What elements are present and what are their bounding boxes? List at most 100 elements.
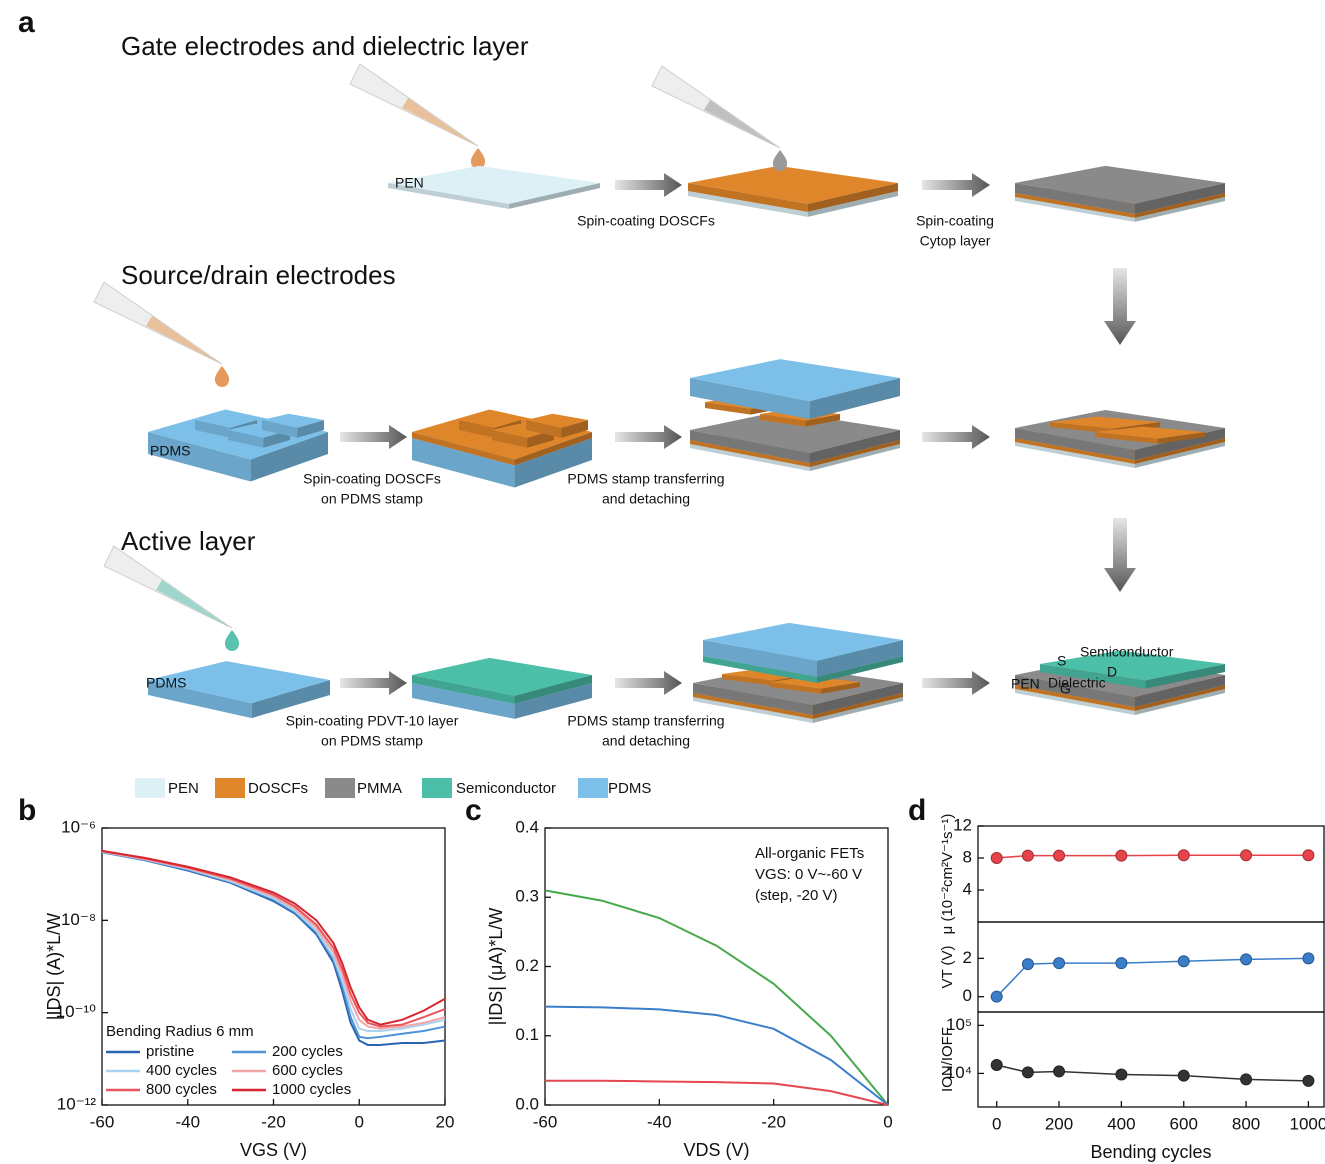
- diagram-label: Gate electrodes and dielectric layer: [121, 31, 529, 61]
- y-tick-label: 10⁻⁶: [61, 817, 96, 836]
- legend-label: 600 cycles: [272, 1062, 343, 1079]
- legend-swatch: [578, 778, 608, 798]
- diagram-label: PEN: [1011, 676, 1040, 692]
- x-tick-label: -60: [90, 1112, 115, 1131]
- legend-swatch: [325, 778, 355, 798]
- diagram-label: Semiconductor: [1080, 644, 1174, 660]
- figure: a b c d Gate electrodes and dielectric layer…: [0, 0, 1325, 1164]
- x-tick-label: -40: [647, 1112, 672, 1131]
- y-tick-label: 0.4: [515, 817, 539, 836]
- diagram-label: PDMS: [146, 675, 186, 691]
- data-point: [1054, 958, 1065, 969]
- data-point: [1116, 1069, 1127, 1080]
- diagram-label: and detaching: [602, 733, 690, 749]
- y-axis-label: |IDS| (A)*L/W: [44, 913, 64, 1020]
- y-tick-label: 10⁻⁸: [61, 910, 96, 929]
- data-point: [991, 1059, 1002, 1070]
- diagram-label: D: [1107, 664, 1117, 680]
- data-point: [991, 853, 1002, 864]
- diagram-label: d: [908, 794, 926, 827]
- data-point: [1241, 1074, 1252, 1085]
- legend-swatch: [422, 778, 452, 798]
- x-tick-label: 600: [1170, 1114, 1198, 1133]
- data-point: [1241, 850, 1252, 861]
- x-tick-label: 0: [883, 1112, 892, 1131]
- diagram-label: PDMS stamp transferring: [567, 713, 724, 729]
- diagram-label: Spin-coating DOSCFs: [303, 471, 441, 487]
- annotation: All-organic FETs: [755, 845, 864, 862]
- diagram-label: Cytop layer: [920, 233, 991, 249]
- diagram-label: PEN: [168, 780, 199, 797]
- y-tick-label: 0.2: [515, 956, 539, 975]
- data-point: [1116, 850, 1127, 861]
- x-tick-label: 0: [355, 1112, 364, 1131]
- x-tick-label: -60: [533, 1112, 558, 1131]
- y-tick-label: 0.1: [515, 1025, 539, 1044]
- data-point: [1178, 850, 1189, 861]
- legend-label: pristine: [146, 1043, 194, 1060]
- x-tick-label: 1000: [1290, 1114, 1325, 1133]
- legend-swatch: [135, 778, 165, 798]
- x-tick-label: 400: [1107, 1114, 1135, 1133]
- annotation: VGS: 0 V~-60 V: [755, 866, 862, 883]
- diagram-label: DOSCFs: [248, 780, 308, 797]
- data-point: [1178, 956, 1189, 967]
- data-point: [1054, 1066, 1065, 1077]
- diagram-label: c: [465, 794, 482, 827]
- y-tick-label: 2: [963, 948, 972, 967]
- diagram-label: Dielectric: [1048, 675, 1106, 691]
- x-tick-label: 200: [1045, 1114, 1073, 1133]
- y-tick-label: 8: [963, 847, 972, 866]
- diagram-label: PDMS stamp transferring: [567, 471, 724, 487]
- y-axis-label: ION/IOFF: [939, 1027, 956, 1092]
- y-tick-label: 0.3: [515, 887, 539, 906]
- diagram-label: G: [1060, 681, 1071, 697]
- diagram-label: Spin-coating PDVT-10 layer: [286, 713, 459, 729]
- x-tick-label: -20: [761, 1112, 786, 1131]
- data-point: [1303, 1075, 1314, 1086]
- diagram-label: on PDMS stamp: [321, 733, 423, 749]
- diagram-label: on PDMS stamp: [321, 491, 423, 507]
- legend-label: 400 cycles: [146, 1062, 217, 1079]
- y-tick-label: 10⁻¹²: [57, 1094, 97, 1113]
- diagram-label: Semiconductor: [456, 780, 556, 797]
- legend-label: 800 cycles: [146, 1081, 217, 1098]
- legend-label: 1000 cycles: [272, 1081, 351, 1098]
- y-axis-label: VT (V): [939, 945, 956, 988]
- y-axis-label: μ (10⁻²cm²V⁻¹s⁻¹): [939, 814, 956, 935]
- diagram-label: PEN: [395, 175, 424, 191]
- diagram-label: Spin-coating DOSCFs: [577, 213, 715, 229]
- legend-title: Bending Radius 6 mm: [106, 1023, 254, 1040]
- data-point: [991, 991, 1002, 1002]
- diagram-label: b: [18, 794, 36, 827]
- x-axis-label: VDS (V): [683, 1140, 749, 1160]
- data-point: [1303, 850, 1314, 861]
- x-axis-label: Bending cycles: [1090, 1142, 1211, 1162]
- annotation: (step, -20 V): [755, 887, 838, 904]
- diagram-label: S: [1057, 653, 1066, 669]
- y-tick-label: 4: [963, 879, 972, 898]
- y-axis-label: |IDS| (μA)*L/W: [486, 908, 506, 1026]
- diagram-label: a: [18, 6, 35, 39]
- diagram-label: Spin-coating: [916, 213, 994, 229]
- data-point: [1178, 1070, 1189, 1081]
- diagram-label: PDMS: [150, 443, 190, 459]
- data-point: [1022, 1067, 1033, 1078]
- data-point: [1054, 850, 1065, 861]
- y-tick-label: 0: [963, 986, 972, 1005]
- x-tick-label: -40: [175, 1112, 200, 1131]
- data-point: [1116, 958, 1127, 969]
- x-tick-label: -20: [261, 1112, 286, 1131]
- x-tick-label: 800: [1232, 1114, 1260, 1133]
- data-point: [1303, 953, 1314, 964]
- diagram-label: PDMS: [608, 780, 651, 797]
- legend-label: 200 cycles: [272, 1043, 343, 1060]
- y-tick-label: 0.0: [515, 1094, 539, 1113]
- data-point: [1022, 850, 1033, 861]
- x-tick-label: 20: [436, 1112, 455, 1131]
- diagram-label: Active layer: [121, 526, 256, 556]
- data-point: [1241, 954, 1252, 965]
- x-axis-label: VGS (V): [240, 1140, 307, 1160]
- data-point: [1022, 959, 1033, 970]
- diagram-label: Source/drain electrodes: [121, 260, 396, 290]
